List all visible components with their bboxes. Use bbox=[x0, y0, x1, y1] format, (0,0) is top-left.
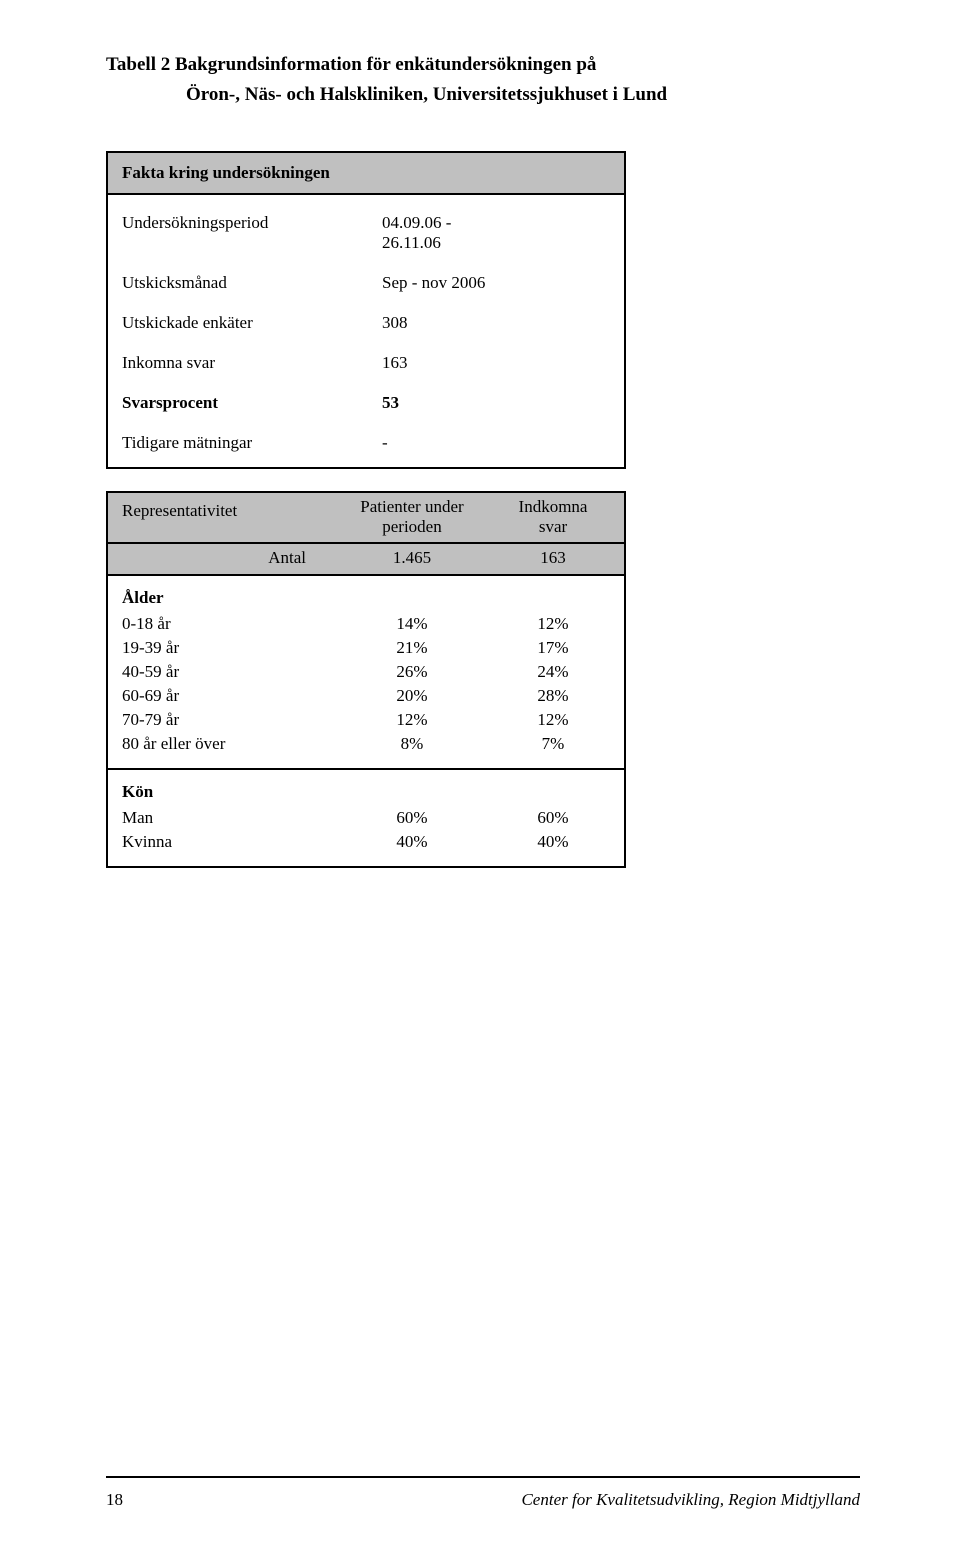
facts-label: Inkomna svar bbox=[122, 353, 382, 373]
table-row: Kvinna 40% 40% bbox=[108, 830, 624, 854]
antal-mid: 1.465 bbox=[336, 544, 488, 574]
rep-header-row: Representativitet Patienter under period… bbox=[108, 493, 624, 544]
table-row: Man 60% 60% bbox=[108, 806, 624, 830]
alder-section: Ålder 0-18 år 14% 12% 19-39 år 21% 17% 4… bbox=[108, 576, 624, 770]
title-line-2: Öron-, Näs- och Halskliniken, Universite… bbox=[106, 80, 860, 110]
facts-row: Tidigare mätningar - bbox=[108, 423, 624, 467]
rep-header-right: Indkomna svar bbox=[488, 493, 618, 542]
footer-divider bbox=[106, 1476, 860, 1478]
table-row: 19-39 år 21% 17% bbox=[108, 636, 624, 660]
facts-label: Undersökningsperiod bbox=[122, 213, 382, 253]
row-right: 12% bbox=[488, 710, 618, 730]
rep-header-mid-l1: Patienter under bbox=[360, 497, 463, 516]
table-row: 80 år eller över 8% 7% bbox=[108, 732, 624, 756]
facts-row: Inkomna svar 163 bbox=[108, 343, 624, 383]
page-title: Tabell 2 Bakgrundsinformation för enkätu… bbox=[106, 50, 860, 111]
kon-title: Kön bbox=[108, 780, 624, 806]
facts-label: Utskicksmånad bbox=[122, 273, 382, 293]
facts-label: Svarsprocent bbox=[122, 393, 382, 413]
rep-header-right-l1: Indkomna bbox=[519, 497, 588, 516]
row-mid: 60% bbox=[336, 808, 488, 828]
facts-value: Sep - nov 2006 bbox=[382, 273, 502, 293]
antal-label: Antal bbox=[108, 544, 336, 574]
row-mid: 12% bbox=[336, 710, 488, 730]
alder-title: Ålder bbox=[108, 586, 624, 612]
table-row: 0-18 år 14% 12% bbox=[108, 612, 624, 636]
facts-value: - bbox=[382, 433, 502, 453]
facts-value: 04.09.06 - 26.11.06 bbox=[382, 213, 502, 253]
row-mid: 21% bbox=[336, 638, 488, 658]
row-label: 0-18 år bbox=[108, 614, 336, 634]
row-mid: 14% bbox=[336, 614, 488, 634]
row-right: 12% bbox=[488, 614, 618, 634]
page-number: 18 bbox=[106, 1490, 123, 1510]
row-right: 28% bbox=[488, 686, 618, 706]
row-right: 40% bbox=[488, 832, 618, 852]
row-label: 19-39 år bbox=[108, 638, 336, 658]
row-mid: 40% bbox=[336, 832, 488, 852]
antal-row: Antal 1.465 163 bbox=[108, 544, 624, 576]
row-right: 7% bbox=[488, 734, 618, 754]
facts-row: Undersökningsperiod 04.09.06 - 26.11.06 bbox=[108, 195, 624, 263]
row-label: 40-59 år bbox=[108, 662, 336, 682]
facts-value: 163 bbox=[382, 353, 502, 373]
facts-value: 53 bbox=[382, 393, 502, 413]
row-label: Kvinna bbox=[108, 832, 336, 852]
table-row: 40-59 år 26% 24% bbox=[108, 660, 624, 684]
facts-row: Utskicksmånad Sep - nov 2006 bbox=[108, 263, 624, 303]
kon-section: Kön Man 60% 60% Kvinna 40% 40% bbox=[108, 770, 624, 866]
facts-row: Utskickade enkäter 308 bbox=[108, 303, 624, 343]
rep-header-left: Representativitet bbox=[108, 493, 336, 542]
title-line-1: Tabell 2 Bakgrundsinformation för enkätu… bbox=[106, 50, 860, 80]
antal-right: 163 bbox=[488, 544, 618, 574]
facts-header: Fakta kring undersökningen bbox=[108, 153, 624, 195]
facts-value: 308 bbox=[382, 313, 502, 333]
representativity-table: Representativitet Patienter under period… bbox=[106, 491, 626, 868]
row-label: 60-69 år bbox=[108, 686, 336, 706]
facts-table: Fakta kring undersökningen Undersöknings… bbox=[106, 151, 626, 469]
row-label: Man bbox=[108, 808, 336, 828]
facts-row: Svarsprocent 53 bbox=[108, 383, 624, 423]
rep-header-mid: Patienter under perioden bbox=[336, 493, 488, 542]
row-right: 24% bbox=[488, 662, 618, 682]
rep-header-right-l2: svar bbox=[539, 517, 567, 536]
row-mid: 26% bbox=[336, 662, 488, 682]
table-row: 70-79 år 12% 12% bbox=[108, 708, 624, 732]
row-mid: 20% bbox=[336, 686, 488, 706]
footer-org: Center for Kvalitetsudvikling, Region Mi… bbox=[521, 1490, 860, 1510]
footer: 18 Center for Kvalitetsudvikling, Region… bbox=[106, 1490, 860, 1510]
row-mid: 8% bbox=[336, 734, 488, 754]
table-row: 60-69 år 20% 28% bbox=[108, 684, 624, 708]
row-right: 17% bbox=[488, 638, 618, 658]
facts-label: Tidigare mätningar bbox=[122, 433, 382, 453]
rep-header-mid-l2: perioden bbox=[382, 517, 441, 536]
row-label: 80 år eller över bbox=[108, 734, 336, 754]
facts-label: Utskickade enkäter bbox=[122, 313, 382, 333]
row-right: 60% bbox=[488, 808, 618, 828]
row-label: 70-79 år bbox=[108, 710, 336, 730]
